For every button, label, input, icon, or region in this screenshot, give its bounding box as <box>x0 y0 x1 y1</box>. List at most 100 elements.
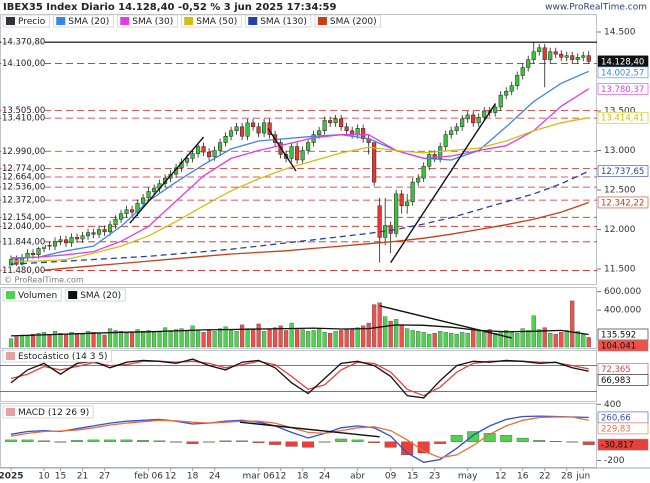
legend-label: Estocástico (14 3 5) <box>18 352 108 362</box>
candle-body <box>449 130 454 135</box>
level-label-background <box>1 58 45 69</box>
bar <box>245 328 250 348</box>
bar <box>58 333 63 348</box>
candle-body <box>8 259 14 266</box>
y-tick-label: 400 <box>604 400 621 410</box>
bar <box>107 328 113 348</box>
candle-body <box>421 166 426 179</box>
legend-swatch <box>317 17 327 25</box>
candle-body <box>289 146 294 159</box>
value-box-label: 66,983 <box>601 376 631 386</box>
bar <box>467 431 480 442</box>
legend-swatch <box>6 291 15 299</box>
candle-body <box>559 53 564 58</box>
bar <box>344 329 349 348</box>
bar <box>262 331 267 348</box>
bar <box>80 333 85 348</box>
trend-layer <box>129 103 512 438</box>
candle-body <box>515 75 520 86</box>
level-label: 11.480,00 <box>2 266 45 276</box>
candle-body <box>113 218 118 225</box>
candle-body <box>575 57 580 60</box>
level-label-background <box>1 163 45 174</box>
bar <box>153 440 166 442</box>
y-tick-label: 12.000 <box>604 225 636 235</box>
value-box-label: 14.002,57 <box>601 68 644 78</box>
series-line <box>10 358 589 399</box>
bar <box>190 325 195 348</box>
level-label: 12.774,00 <box>2 164 45 174</box>
legend-background <box>64 288 126 302</box>
bar <box>212 331 217 348</box>
bar <box>520 328 525 348</box>
x-tick-label: 23 <box>429 472 440 482</box>
value-box <box>597 196 649 209</box>
bar <box>236 440 249 442</box>
candle-body <box>432 154 437 159</box>
bar <box>533 440 546 442</box>
legend-item: SMA (50) <box>180 14 242 28</box>
series-line <box>10 324 589 337</box>
trend-line <box>129 136 205 224</box>
candle-body <box>185 158 190 163</box>
x-tick-label: 2025 <box>0 472 24 482</box>
bar <box>504 330 509 348</box>
candle-body <box>69 237 74 244</box>
value-box-label: -30,817 <box>601 441 634 451</box>
bar <box>96 333 102 348</box>
bar <box>311 330 316 348</box>
bar <box>306 331 311 348</box>
x-tick-label: jun <box>575 472 590 482</box>
candle-body <box>63 239 69 244</box>
candle-body <box>107 224 113 233</box>
legend-label: SMA (50) <box>196 17 237 27</box>
bar <box>553 333 558 348</box>
bar <box>482 332 487 348</box>
candle-body <box>256 126 261 134</box>
legend-swatch <box>68 291 78 299</box>
level-label-background <box>1 105 45 116</box>
candle-body <box>410 181 415 203</box>
bar <box>30 333 36 348</box>
bar <box>432 333 437 348</box>
candle-body <box>339 118 344 128</box>
bar <box>162 327 168 348</box>
candle-body <box>531 51 536 60</box>
grid-layer <box>10 31 601 471</box>
candle-body <box>102 229 107 233</box>
value-box-label: 72,365 <box>601 365 631 375</box>
candle-body <box>333 118 338 124</box>
candle-body <box>295 146 300 161</box>
bar <box>582 441 595 445</box>
bar <box>498 331 503 348</box>
legend-swatch <box>248 17 258 25</box>
legend-item: Precio <box>2 14 50 28</box>
legend-item: SMA (20) <box>52 14 114 28</box>
legend-swatch <box>56 17 66 25</box>
x-tick-label: 18 <box>297 472 309 482</box>
bar <box>570 300 575 348</box>
bar <box>427 333 432 348</box>
level-label: 12.990,00 <box>2 147 45 157</box>
volume-panel-frame <box>0 287 597 349</box>
legend-swatch <box>184 17 194 25</box>
bar <box>69 332 74 348</box>
bar <box>333 331 338 348</box>
bar <box>113 330 118 348</box>
candle-body <box>201 146 206 153</box>
value-box <box>597 422 649 435</box>
bar <box>54 441 67 443</box>
candle-body <box>74 237 80 240</box>
value-box <box>597 374 649 386</box>
candle-body <box>300 150 305 161</box>
trend-line <box>379 305 512 339</box>
level-label-background <box>1 236 45 247</box>
site-link[interactable]: www.ProRealTime.com <box>545 3 647 13</box>
bar <box>465 333 470 348</box>
bar <box>300 329 305 348</box>
x-tick-label: 18 <box>187 472 199 482</box>
bar <box>416 331 421 348</box>
candle-body <box>212 150 217 158</box>
